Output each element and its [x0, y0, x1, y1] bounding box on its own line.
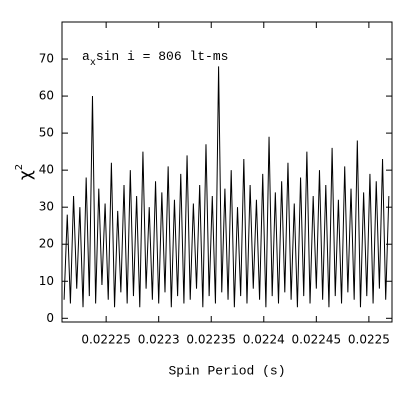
y-axis-label: χ2: [14, 164, 36, 180]
data-line: [63, 66, 390, 308]
y-tick-label: 0: [46, 311, 54, 325]
x-tick-label: 0.02245: [292, 333, 342, 347]
y-label-base: χ: [16, 170, 36, 180]
y-tick-label: 70: [39, 52, 54, 66]
annotation-rest: sin i = 806 lt-ms: [96, 49, 229, 64]
y-tick-label: 40: [39, 163, 54, 177]
x-axis-label: Spin Period (s): [168, 363, 285, 378]
y-tick-label: 60: [39, 89, 54, 103]
annotation-sub: x: [90, 58, 96, 69]
x-tick-label: 0.02225: [81, 333, 131, 347]
y-tick-label: 30: [39, 200, 54, 214]
x-tick-label: 0.0224: [243, 333, 285, 347]
annotation: axsin i = 806 lt-ms: [82, 49, 228, 68]
annotation-base: a: [82, 49, 90, 64]
y-label-sup: 2: [14, 164, 25, 170]
y-tick-label: 20: [39, 237, 54, 251]
x-tick-label: 0.0225: [348, 333, 390, 347]
x-tick-label: 0.02235: [186, 333, 236, 347]
y-tick-label: 10: [39, 274, 54, 288]
y-tick-label: 50: [39, 126, 54, 140]
plot-frame: [61, 21, 393, 323]
x-tick-label: 0.0223: [138, 333, 180, 347]
